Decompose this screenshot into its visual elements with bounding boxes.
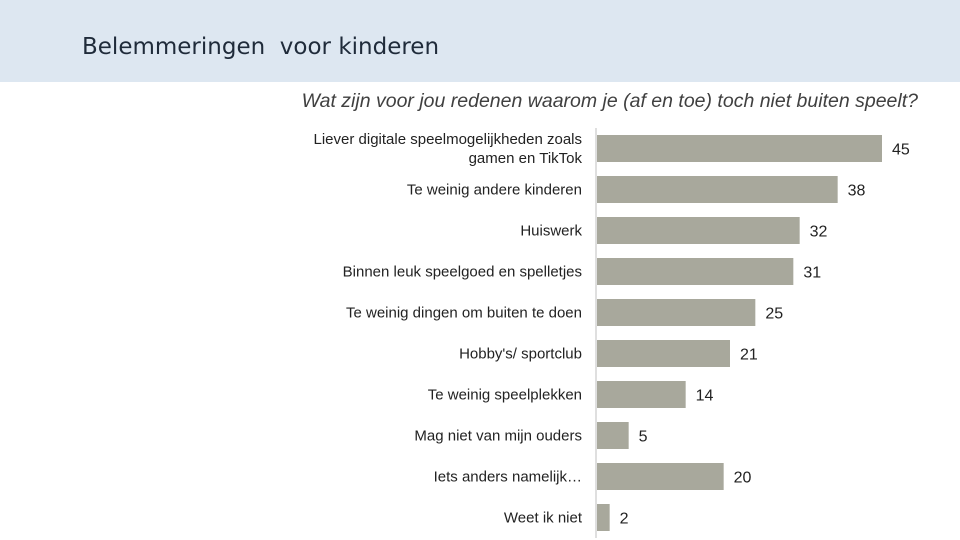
data-label: 21 — [740, 347, 758, 364]
bar — [597, 340, 730, 367]
category-label: Te weinig dingen om buiten te doen — [346, 305, 582, 322]
chart-title: Wat zijn voor jou redenen waarom je (af … — [301, 90, 918, 112]
data-label: 45 — [892, 142, 910, 159]
data-label: 2 — [620, 511, 629, 528]
bar — [597, 463, 724, 490]
category-label: Binnen leuk speelgoed en spelletjes — [343, 264, 582, 281]
category-label: Te weinig andere kinderen — [407, 182, 582, 199]
category-label: Hobby's/ sportclub — [459, 346, 582, 363]
data-label: 31 — [803, 265, 821, 282]
category-label: Mag niet van mijn ouders — [414, 428, 582, 445]
category-label: Te weinig speelplekken — [428, 387, 582, 404]
category-label: Huiswerk — [520, 223, 582, 240]
data-label: 38 — [848, 183, 866, 200]
category-label: Liever digitale speelmogelijkheden zoals… — [314, 131, 583, 167]
data-label: 25 — [765, 306, 783, 323]
bar — [597, 258, 794, 285]
data-label: 32 — [810, 224, 828, 241]
bar — [597, 299, 756, 326]
header-band — [0, 0, 960, 82]
bar — [597, 135, 882, 162]
bar — [597, 217, 800, 244]
bar — [597, 176, 838, 203]
data-label: 5 — [639, 429, 648, 446]
bar — [597, 422, 629, 449]
category-label: Iets anders namelijk… — [434, 469, 582, 486]
category-label: Weet ik niet — [504, 510, 583, 527]
bar — [597, 504, 610, 531]
slide-title: Belemmeringen voor kinderen — [82, 34, 440, 60]
data-label: 20 — [734, 470, 752, 487]
data-label: 14 — [696, 388, 714, 405]
bar — [597, 381, 686, 408]
